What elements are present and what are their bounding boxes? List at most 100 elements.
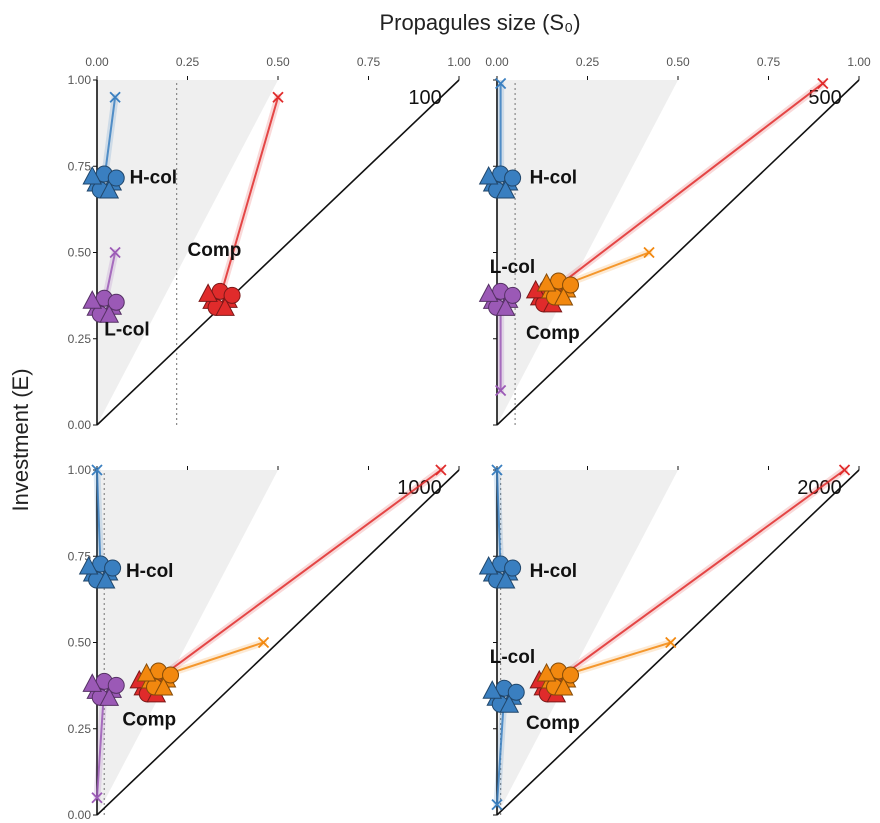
endpoint-marker [107,293,125,311]
endpoint-marker [99,687,120,706]
y-tick-label: 0.00 [68,808,92,822]
start-marker [109,91,121,103]
x-tick-label: 1.00 [847,55,871,69]
shaded-region [97,470,278,815]
trajectory-line [219,96,279,298]
panel-label: 100 [408,87,441,109]
endpoint-marker [553,286,574,306]
group-label: Comp [122,709,176,730]
x-tick-label: 0.75 [357,55,381,69]
trajectory-line [496,469,502,571]
diagonal-line [96,79,460,426]
start-marker [643,246,655,259]
endpoint-marker [82,290,103,309]
endpoint-marker [499,694,520,713]
start-marker [491,799,503,811]
y-tick-label: 0.75 [68,549,92,563]
x-tick-label: 0.25 [576,55,600,69]
y-tick-label: 1.00 [68,73,92,87]
y-tick-label: 0.25 [68,332,92,346]
group-label: H-col [126,561,173,582]
endpoint-marker [495,569,516,589]
x-tick-label: 0.00 [485,55,509,69]
endpoint-marker [107,676,125,694]
endpoint-marker [99,179,120,199]
group-label: L-col [104,319,149,340]
endpoint-marker [536,272,557,292]
endpoint-marker [562,666,580,684]
start-marker [494,77,507,90]
x-tick-label: 0.25 [176,55,200,69]
start-marker [91,464,103,476]
start-marker [665,636,677,649]
group-label: L-col [490,647,535,668]
endpoint-marker [82,673,103,692]
endpoint-marker [504,286,522,304]
shaded-region [497,470,678,815]
y-tick-label: 0.00 [68,418,92,432]
start-marker [435,464,447,476]
endpoint-marker [99,304,120,323]
start-marker [91,792,103,804]
endpoint-marker [104,559,122,577]
endpoint-marker [504,169,522,187]
shaded-region [97,80,278,425]
panel-500: 0.00 0.25 0.50 0.75 1.00 500 H-col L-col Comp [478,55,871,426]
group-label: Comp [526,323,580,344]
endpoint-marker [478,283,499,302]
y-tick-label: 0.25 [68,722,92,736]
x-tick-label: 1.00 [447,55,471,69]
endpoint-marker [553,676,574,696]
y-tick-label: 1.00 [68,463,92,477]
y-axis-title: Investment (E) [8,368,33,511]
endpoint-marker [495,179,516,199]
start-marker [491,464,503,476]
endpoint-marker [482,680,503,699]
diagonal-line [496,79,860,426]
start-marker [109,246,121,259]
endpoint-marker [95,569,116,589]
start-marker [838,464,851,476]
x-tick-label: 0.50 [266,55,290,69]
group-label: Comp [188,240,242,261]
endpoint-marker [478,165,499,185]
trajectory-line [547,82,824,295]
group-label: Comp [526,713,580,734]
group-label: L-col [490,257,535,278]
endpoint-marker [198,283,218,302]
endpoint-marker [136,662,157,682]
endpoint-marker [107,169,125,187]
y-tick-label: 0.75 [68,159,92,173]
endpoint-marker [162,666,180,684]
start-marker [817,77,829,90]
diagonal-line [496,469,860,816]
shaded-region [497,80,678,425]
endpoint-marker [82,165,103,185]
trajectory-line [550,469,846,685]
y-tick-label: 0.50 [68,246,92,260]
panel-label: 500 [808,87,841,109]
x-tick-label: 0.75 [757,55,781,69]
endpoint-marker [215,297,235,316]
group-label: H-col [130,168,178,189]
chart-panels: 0.00 0.00 0.25 0.25 0.50 0.50 0.75 0.75 1.00 1.00… [68,55,871,822]
start-marker [257,636,270,649]
endpoint-marker [562,276,580,294]
trajectory-line [96,469,102,571]
endpoint-marker [507,683,525,701]
endpoint-marker [153,676,174,696]
x-tick-label: 0.50 [666,55,690,69]
x-tick-label: 0.00 [85,55,109,69]
endpoint-marker [536,662,557,682]
endpoint-marker [78,555,99,575]
endpoint-marker [478,555,499,575]
diagonal-line [96,469,460,816]
x-axis-title: Propagules size (S₀) [379,10,580,35]
panel-100: 0.00 0.00 0.25 0.25 0.50 0.50 0.75 0.75 1.00 1.00… [68,55,471,432]
group-label: H-col [530,561,578,582]
trajectory-line [150,469,442,685]
endpoint-marker [223,286,241,304]
